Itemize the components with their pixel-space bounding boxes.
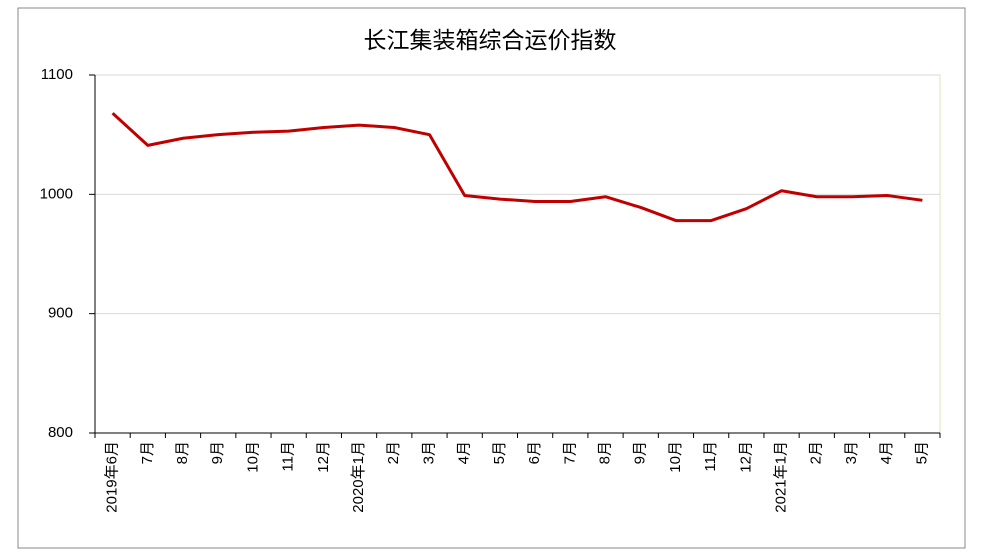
x-tick-label: 10月 (667, 441, 684, 473)
y-tick-label: 1100 (41, 66, 73, 83)
x-tick-label: 7月 (139, 441, 156, 464)
line-series (111, 112, 923, 223)
x-tick-label: 5月 (913, 441, 930, 464)
x-tick-label: 2月 (385, 441, 402, 464)
x-tick-label: 4月 (878, 441, 895, 464)
x-tick-label: 5月 (491, 441, 508, 464)
y-tick-label: 1000 (40, 185, 73, 202)
x-tick-label: 2021年1月 (773, 441, 790, 513)
x-tick-label: 3月 (843, 441, 860, 464)
x-tick-label: 6月 (526, 441, 543, 464)
x-tick-label: 2019年6月 (104, 441, 121, 513)
x-tick-label: 8月 (174, 441, 191, 464)
x-tick-label: 8月 (596, 441, 613, 464)
chart-frame (17, 7, 966, 549)
x-tick-label: 11月 (280, 441, 297, 472)
x-tick-label: 9月 (209, 441, 226, 464)
x-tick-label: 10月 (244, 441, 261, 473)
x-tick-label: 4月 (456, 441, 473, 464)
x-tick-label: 9月 (632, 441, 649, 464)
x-tick-label: 2月 (808, 441, 825, 464)
x-tick-label: 11月 (702, 441, 719, 472)
x-tick-label: 3月 (420, 441, 437, 464)
y-tick-label: 800 (48, 424, 73, 441)
y-tick-label: 900 (48, 305, 73, 322)
chart-title: 长江集装箱综合运价指数 (364, 27, 617, 53)
x-tick-label: 12月 (315, 441, 332, 473)
x-tick-label: 7月 (561, 441, 578, 464)
x-tick-label: 2020年1月 (350, 441, 367, 513)
x-tick-label: 12月 (737, 441, 754, 473)
